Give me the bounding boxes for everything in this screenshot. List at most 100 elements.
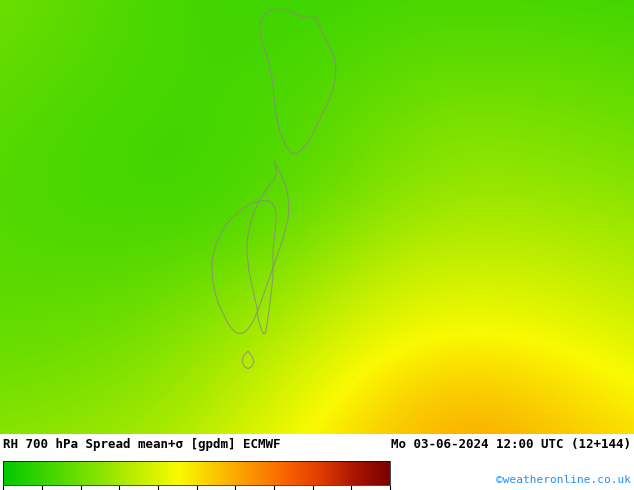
Bar bbox=[187, 461, 188, 486]
Bar bbox=[376, 461, 377, 486]
Bar bbox=[43, 461, 44, 486]
Bar bbox=[227, 461, 228, 486]
Bar bbox=[270, 461, 271, 486]
Bar bbox=[185, 461, 186, 486]
Bar bbox=[329, 461, 330, 486]
Bar bbox=[245, 461, 246, 486]
Bar bbox=[254, 461, 255, 486]
Bar bbox=[91, 461, 92, 486]
Bar bbox=[165, 461, 166, 486]
Bar bbox=[159, 461, 160, 486]
Bar bbox=[60, 461, 61, 486]
Bar bbox=[273, 461, 274, 486]
Bar bbox=[325, 461, 327, 486]
Bar bbox=[124, 461, 125, 486]
Bar bbox=[3, 461, 4, 486]
Bar bbox=[216, 461, 217, 486]
Bar bbox=[198, 461, 199, 486]
Bar bbox=[39, 461, 41, 486]
Bar bbox=[260, 461, 261, 486]
Bar bbox=[304, 461, 306, 486]
Bar bbox=[58, 461, 60, 486]
Bar bbox=[76, 461, 77, 486]
Bar bbox=[164, 461, 165, 486]
Bar bbox=[21, 461, 22, 486]
Bar bbox=[18, 461, 20, 486]
Bar bbox=[132, 461, 133, 486]
Bar bbox=[386, 461, 387, 486]
Bar bbox=[330, 461, 332, 486]
Bar bbox=[141, 461, 143, 486]
Bar bbox=[36, 461, 37, 486]
Bar bbox=[302, 461, 303, 486]
Bar bbox=[100, 461, 101, 486]
Bar bbox=[64, 461, 65, 486]
Bar bbox=[311, 461, 313, 486]
Bar bbox=[3, 461, 390, 486]
Bar bbox=[240, 461, 241, 486]
Bar bbox=[44, 461, 46, 486]
Bar bbox=[368, 461, 369, 486]
Bar bbox=[290, 461, 292, 486]
Bar bbox=[191, 461, 192, 486]
Bar bbox=[77, 461, 78, 486]
Bar bbox=[130, 461, 131, 486]
Bar bbox=[176, 461, 177, 486]
Bar bbox=[207, 461, 208, 486]
Bar bbox=[214, 461, 216, 486]
Bar bbox=[321, 461, 322, 486]
Bar bbox=[174, 461, 176, 486]
Bar bbox=[123, 461, 124, 486]
Bar bbox=[336, 461, 337, 486]
Bar bbox=[140, 461, 141, 486]
Bar bbox=[247, 461, 248, 486]
Bar bbox=[359, 461, 361, 486]
Bar bbox=[212, 461, 213, 486]
Bar bbox=[148, 461, 150, 486]
Bar bbox=[112, 461, 113, 486]
Bar bbox=[173, 461, 174, 486]
Bar bbox=[377, 461, 378, 486]
Bar bbox=[219, 461, 220, 486]
Bar bbox=[375, 461, 376, 486]
Bar bbox=[202, 461, 204, 486]
Bar bbox=[50, 461, 51, 486]
Bar bbox=[20, 461, 21, 486]
Bar bbox=[30, 461, 31, 486]
Bar bbox=[41, 461, 42, 486]
Bar bbox=[253, 461, 254, 486]
Bar bbox=[98, 461, 100, 486]
Bar bbox=[22, 461, 23, 486]
Bar bbox=[208, 461, 209, 486]
Bar bbox=[343, 461, 344, 486]
Bar bbox=[288, 461, 289, 486]
Bar bbox=[355, 461, 356, 486]
Bar bbox=[347, 461, 349, 486]
Bar bbox=[346, 461, 347, 486]
Bar bbox=[356, 461, 357, 486]
Bar bbox=[4, 461, 6, 486]
Bar bbox=[24, 461, 25, 486]
Bar bbox=[70, 461, 71, 486]
Bar bbox=[371, 461, 372, 486]
Bar bbox=[316, 461, 317, 486]
Bar bbox=[37, 461, 38, 486]
Bar bbox=[201, 461, 202, 486]
Bar bbox=[9, 461, 10, 486]
Bar bbox=[354, 461, 355, 486]
Bar bbox=[323, 461, 324, 486]
Bar bbox=[266, 461, 267, 486]
Bar bbox=[246, 461, 247, 486]
Bar bbox=[206, 461, 207, 486]
Bar bbox=[236, 461, 238, 486]
Bar bbox=[177, 461, 178, 486]
Bar bbox=[328, 461, 329, 486]
Bar bbox=[320, 461, 321, 486]
Bar bbox=[153, 461, 154, 486]
Bar bbox=[213, 461, 214, 486]
Bar bbox=[188, 461, 190, 486]
Bar bbox=[315, 461, 316, 486]
Bar bbox=[27, 461, 28, 486]
Bar bbox=[42, 461, 43, 486]
Bar bbox=[68, 461, 69, 486]
